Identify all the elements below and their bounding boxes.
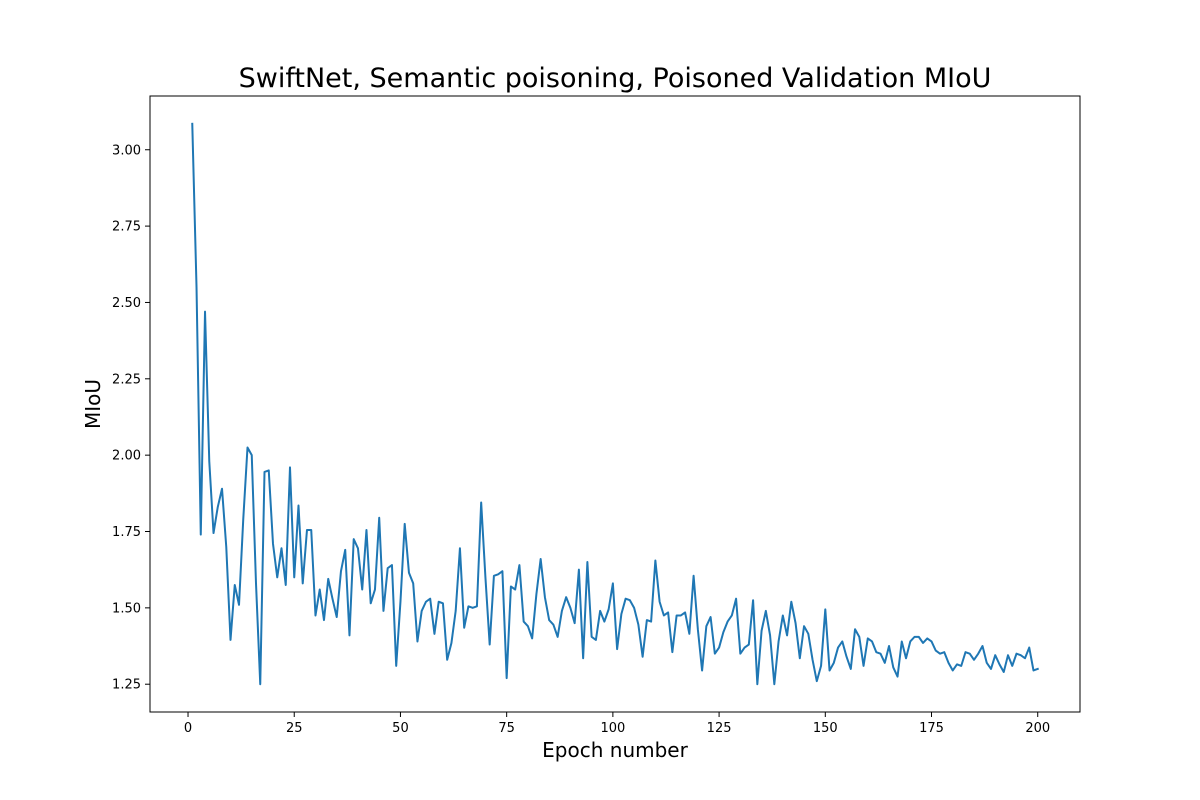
x-tick-label: 150 xyxy=(813,721,838,736)
x-tick-label: 125 xyxy=(707,721,732,736)
y-axis: 1.25 1.50 1.75 2.00 2.25 2.50 2.75 3.00 xyxy=(112,143,150,693)
plot-frame xyxy=(149,95,1081,713)
series-line xyxy=(191,122,1040,686)
y-tick-label: 1.50 xyxy=(112,601,141,616)
y-axis-label: MIoU xyxy=(81,379,105,429)
x-axis-label: Epoch number xyxy=(542,738,688,762)
y-tick-label: 2.25 xyxy=(112,372,141,387)
x-tick-label: 0 xyxy=(184,721,192,736)
y-tick-label: 2.75 xyxy=(112,220,141,235)
x-tick-label: 75 xyxy=(498,721,515,736)
x-tick-label: 200 xyxy=(1025,721,1050,736)
y-tick-label: 1.25 xyxy=(112,678,141,693)
y-tick-label: 3.00 xyxy=(112,143,141,158)
x-tick-label: 100 xyxy=(600,721,625,736)
x-tick-label: 25 xyxy=(286,721,303,736)
y-tick-label: 2.00 xyxy=(112,449,141,464)
x-tick-label: 50 xyxy=(392,721,409,736)
x-axis: 0 25 50 75 100 125 150 175 200 xyxy=(184,712,1050,736)
y-tick-label: 1.75 xyxy=(112,525,141,540)
x-tick-label: 175 xyxy=(919,721,944,736)
chart-title: SwiftNet, Semantic poisoning, Poisoned V… xyxy=(239,63,992,94)
y-tick-label: 2.50 xyxy=(112,296,141,311)
